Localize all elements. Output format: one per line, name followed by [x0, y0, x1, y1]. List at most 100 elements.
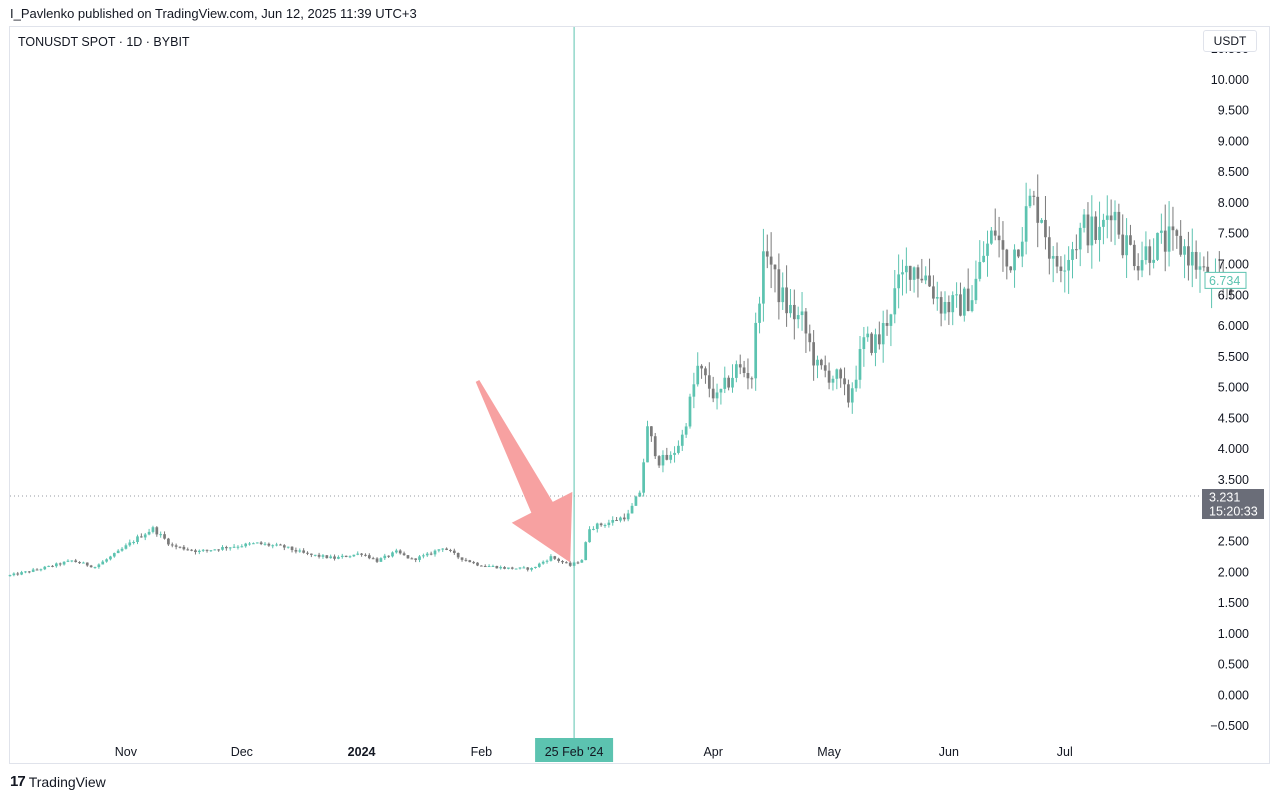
candle-body	[1190, 251, 1194, 266]
candle-body	[762, 251, 765, 304]
candle-body	[197, 550, 201, 553]
candle-body	[827, 370, 831, 383]
candle-body	[487, 566, 491, 568]
candle-body	[1024, 206, 1028, 242]
candle-body	[862, 337, 866, 350]
candle-body	[622, 517, 626, 520]
candle-body	[225, 547, 228, 549]
candle-body	[881, 323, 885, 345]
candle-body	[325, 555, 329, 559]
candle-body	[449, 549, 452, 551]
currency-unit-button[interactable]: USDT	[1203, 30, 1257, 52]
candle-body	[928, 275, 931, 287]
candle-body	[707, 375, 711, 389]
candle-body	[132, 542, 135, 544]
candle-body	[688, 396, 692, 427]
candle-body	[970, 300, 974, 312]
time-tick-label: Dec	[231, 745, 253, 759]
candle-body	[35, 569, 39, 571]
candle-body	[1071, 249, 1074, 260]
candle-body	[201, 549, 205, 551]
price-tick-label: 0.000	[1218, 688, 1249, 702]
candle-body	[742, 367, 746, 373]
candle-body	[800, 311, 804, 316]
candle-body	[105, 559, 108, 562]
candle-body	[912, 267, 916, 280]
candle-body	[665, 454, 669, 460]
candle-body	[1171, 226, 1175, 231]
candle-body	[101, 561, 105, 565]
candle-body	[1144, 246, 1148, 261]
candle-body	[1028, 195, 1032, 207]
candle-body	[1067, 259, 1070, 271]
candle-body	[194, 550, 197, 553]
candle-body	[843, 378, 846, 385]
candle-body	[460, 557, 464, 560]
candle-body	[850, 388, 854, 403]
candle-body	[634, 496, 638, 506]
candle-body	[170, 544, 174, 546]
candle-body	[1129, 235, 1132, 245]
candle-body	[626, 513, 630, 520]
candle-body	[630, 505, 634, 514]
time-axis[interactable]: Nov Dec 2024 Feb Apr May Jun Jul	[115, 745, 1073, 759]
candle-body	[978, 261, 982, 279]
candle-body	[483, 566, 487, 568]
candle-body	[472, 562, 475, 564]
candle-body	[746, 372, 750, 379]
candle-body	[769, 256, 773, 265]
candle-body	[966, 288, 970, 312]
candle-body	[333, 556, 336, 559]
candle-body	[696, 365, 700, 385]
candle-body	[159, 534, 163, 536]
price-axis[interactable]: 10.50010.0009.5009.0008.5008.0007.5007.0…	[1210, 42, 1249, 733]
symbol-legend[interactable]: TONUSDT SPOT · 1D · BYBIT	[18, 35, 190, 49]
candle-body	[642, 462, 645, 493]
candle-body	[163, 534, 166, 539]
candle-body	[468, 560, 472, 563]
candle-body	[796, 315, 800, 320]
footer-brand[interactable]: 17 TradingView	[10, 773, 106, 790]
candle-body	[893, 288, 897, 315]
candle-body	[1090, 216, 1094, 246]
candle-body	[812, 342, 815, 366]
candle-body	[777, 269, 781, 303]
candle-body	[221, 547, 224, 550]
candle-body	[781, 287, 785, 303]
candle-body	[124, 545, 128, 549]
time-tick-label: May	[817, 745, 841, 759]
candle-body	[1175, 230, 1179, 236]
candle-body	[1179, 235, 1183, 255]
candle-body	[97, 564, 101, 568]
candle-body	[167, 538, 170, 545]
candle-body	[874, 334, 877, 353]
candle-body	[901, 272, 904, 275]
candle-body	[267, 543, 271, 546]
candle-body	[433, 550, 437, 555]
candle-body	[271, 545, 275, 547]
candle-body	[735, 364, 738, 378]
candle-body	[568, 562, 572, 566]
candle-body	[1167, 226, 1171, 252]
candle-body	[534, 566, 537, 569]
candle-body	[55, 563, 58, 567]
candle-body	[588, 529, 591, 543]
candle-body	[908, 265, 912, 280]
candle-body	[1187, 246, 1190, 266]
candle-body	[85, 562, 89, 566]
candle-body	[1020, 241, 1024, 257]
candle-body	[719, 388, 723, 393]
candle-body	[174, 545, 178, 547]
candle-body	[1148, 246, 1152, 263]
price-tick-label: 3.500	[1218, 473, 1249, 487]
candle-body	[510, 567, 514, 569]
candle-body	[1183, 246, 1186, 255]
candle-body	[1017, 249, 1020, 257]
candle-body	[24, 571, 27, 573]
candle-body	[344, 555, 348, 558]
candle-body	[738, 364, 742, 368]
candle-body	[437, 549, 441, 551]
candle-body	[286, 546, 290, 548]
candle-body	[704, 368, 707, 376]
